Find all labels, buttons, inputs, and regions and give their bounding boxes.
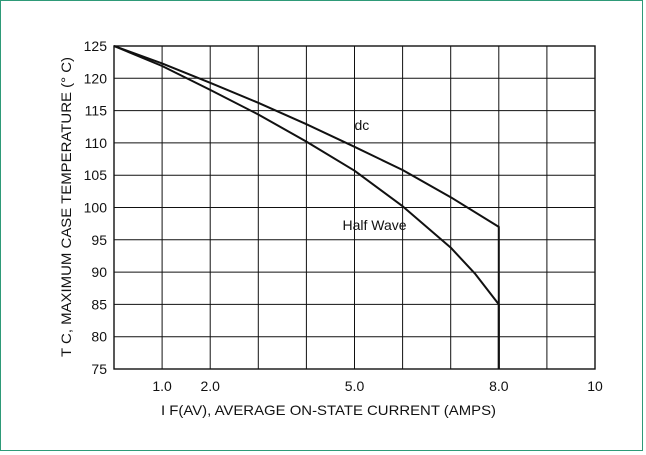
x-tick-label: 10 xyxy=(587,378,603,394)
plot-area-border xyxy=(113,45,596,370)
x-tick-labels: 1.0 2.0 5.0 8.0 10 xyxy=(152,378,603,394)
y-tick-labels: 75 80 85 90 95 100 105 110 115 120 125 xyxy=(84,38,108,377)
series-line-dc xyxy=(113,45,500,369)
series-annotation: Half Wave xyxy=(343,217,407,233)
x-tick-label: 2.0 xyxy=(200,378,220,394)
y-tick-label: 75 xyxy=(91,361,107,377)
y-tick-label: 125 xyxy=(84,38,108,54)
y-tick-label: 80 xyxy=(91,329,107,345)
y-tick-label: 120 xyxy=(84,70,108,86)
y-tick-label: 105 xyxy=(84,167,108,183)
x-tick-label: 8.0 xyxy=(489,378,509,394)
y-tick-label: 85 xyxy=(91,296,107,312)
x-axis-label: I F(AV), AVERAGE ON-STATE CURRENT (AMPS) xyxy=(161,402,496,418)
series-group xyxy=(113,45,500,369)
series-line-half-wave xyxy=(113,45,500,369)
y-tick-label: 110 xyxy=(85,135,108,151)
annotations: dc Half Wave xyxy=(343,117,407,233)
grid xyxy=(114,45,596,370)
y-tick-label: 95 xyxy=(91,232,107,248)
y-tick-label: 115 xyxy=(85,103,108,119)
series-annotation: dc xyxy=(355,117,370,133)
x-tick-label: 1.0 xyxy=(152,378,172,394)
y-axis-label: T C, MAXIMUM CASE TEMPERATURE (° C) xyxy=(58,57,74,357)
y-tick-label: 100 xyxy=(84,200,108,216)
y-tick-label: 90 xyxy=(91,264,107,280)
x-tick-label: 5.0 xyxy=(345,378,365,394)
